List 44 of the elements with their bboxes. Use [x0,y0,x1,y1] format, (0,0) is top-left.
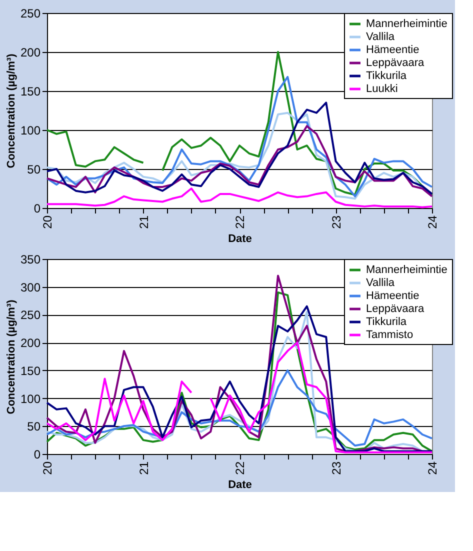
y-tick-label: 200 [20,46,41,60]
legend-label: Leppävaara [366,57,425,69]
y-tick-label: 250 [20,308,41,322]
y-tick-label: 50 [27,162,41,176]
x-tick-label: 24 [426,215,440,229]
y-tick-label: 100 [20,392,41,406]
legend-label: Leppävaara [366,303,425,315]
y-tick-label: 300 [20,280,41,294]
x-tick-label: 22 [233,215,247,229]
x-tick-label: 20 [40,215,54,229]
x-tick-label: 23 [329,461,344,475]
x-tick-label: 21 [136,461,151,475]
x-tick-label: 24 [426,461,440,475]
legend-label: Luukki [366,83,398,95]
legend-label: Tammisto [366,329,414,341]
y-axis-title: Concentration (µg/m³) [5,299,18,414]
x-tick-label: 21 [136,215,151,229]
x-axis-title: Date [228,232,252,245]
y-tick-label: 50 [27,420,41,434]
x-axis-title: Date [228,478,252,491]
legend-label: Vallila [366,277,396,289]
y-axis-title: Concentration (µg/m³) [5,53,18,168]
y-tick-label: 100 [20,124,41,138]
x-tick-label: 22 [233,461,247,475]
x-tick-label: 20 [40,461,54,475]
y-tick-label: 0 [34,202,41,216]
line-series [46,369,433,447]
line-series [46,102,433,195]
legend-label: Hämeentie [366,290,420,302]
y-tick-label: 200 [20,336,41,350]
y-tick-label: 350 [20,252,41,266]
legend-label: Vallila [366,31,396,43]
line-series [46,125,433,198]
x-tick-label: 23 [329,215,344,229]
y-tick-label: 150 [20,84,41,98]
legend-label: Mannerheimintie [366,264,448,276]
legend-label: Tikkurila [366,70,408,82]
y-tick-label: 150 [20,364,41,378]
y-tick-label: 0 [34,448,41,462]
y-tick-label: 250 [20,6,41,20]
line-series [46,188,433,208]
legend-label: Hämeentie [366,44,420,56]
legend-label: Mannerheimintie [366,18,448,30]
legend-label: Tikkurila [366,316,408,328]
